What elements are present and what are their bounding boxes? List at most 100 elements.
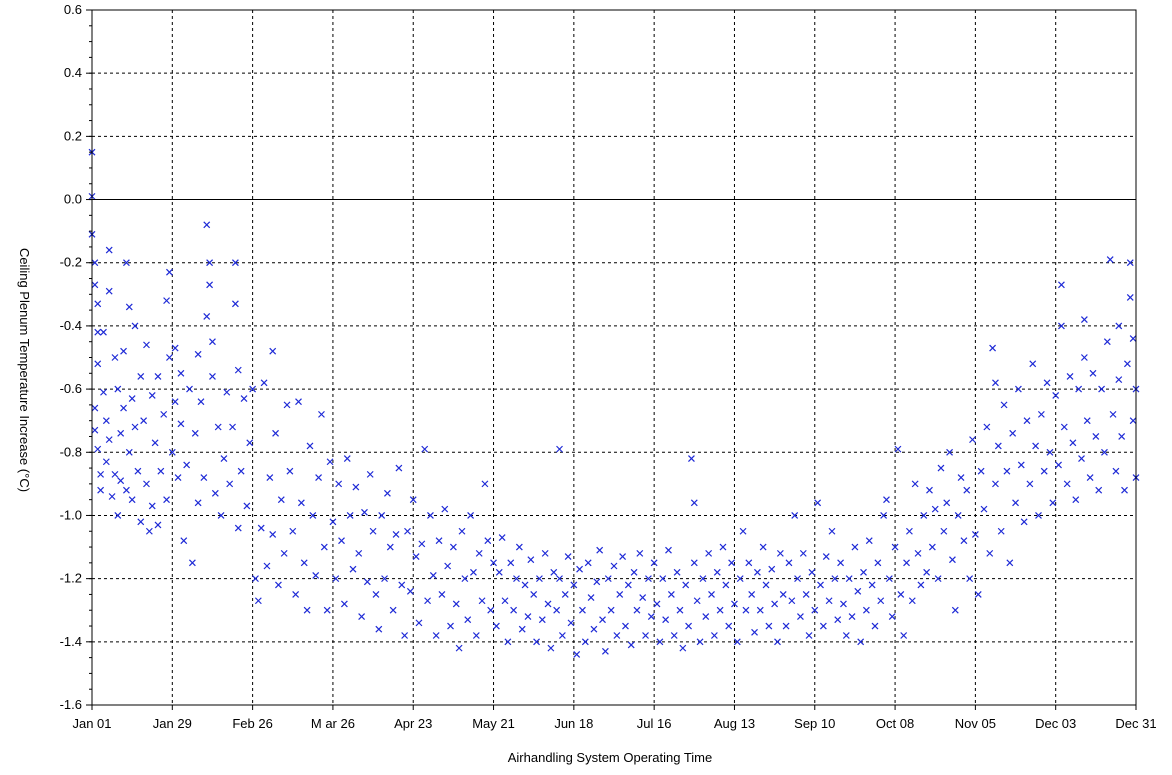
data-point bbox=[894, 445, 902, 453]
data-point bbox=[659, 575, 667, 583]
data-point bbox=[811, 606, 819, 614]
data-point bbox=[105, 287, 113, 295]
x-tick-label: Sep 10 bbox=[794, 716, 835, 731]
data-point bbox=[1037, 410, 1045, 418]
data-point bbox=[134, 467, 142, 475]
data-point bbox=[874, 559, 882, 567]
data-point bbox=[644, 575, 652, 583]
data-point bbox=[966, 575, 974, 583]
data-point bbox=[435, 537, 443, 545]
data-point bbox=[733, 638, 741, 646]
data-point bbox=[452, 600, 460, 608]
data-point bbox=[708, 591, 715, 598]
data-point bbox=[573, 651, 581, 658]
data-point bbox=[676, 606, 684, 614]
data-point bbox=[679, 644, 687, 652]
data-point bbox=[943, 499, 951, 507]
data-point bbox=[309, 512, 317, 519]
data-point bbox=[1126, 259, 1134, 267]
data-point bbox=[1095, 486, 1103, 494]
data-point bbox=[1060, 423, 1068, 431]
data-points bbox=[88, 148, 1140, 658]
data-point bbox=[340, 600, 348, 608]
y-tick-label: 0.0 bbox=[64, 192, 82, 207]
data-point bbox=[470, 568, 477, 576]
data-point bbox=[102, 458, 110, 466]
data-point bbox=[143, 480, 150, 488]
data-point bbox=[768, 565, 776, 573]
data-point bbox=[604, 575, 612, 583]
data-point bbox=[599, 616, 606, 624]
data-point bbox=[444, 562, 452, 570]
data-point bbox=[381, 575, 388, 583]
data-point bbox=[94, 300, 102, 308]
data-point bbox=[369, 527, 377, 535]
data-point bbox=[1066, 373, 1074, 380]
data-point bbox=[556, 575, 563, 583]
data-point bbox=[971, 530, 979, 538]
data-point bbox=[257, 524, 265, 532]
data-point bbox=[392, 530, 400, 538]
data-point bbox=[1129, 335, 1137, 342]
data-point bbox=[1089, 369, 1097, 377]
data-point bbox=[928, 543, 936, 551]
data-point bbox=[860, 568, 867, 576]
data-point bbox=[530, 591, 538, 598]
data-point bbox=[315, 474, 323, 481]
data-point bbox=[464, 616, 472, 624]
data-point bbox=[386, 543, 394, 551]
data-point bbox=[495, 568, 503, 576]
data-point bbox=[243, 502, 251, 510]
data-point bbox=[751, 628, 758, 636]
data-point bbox=[467, 512, 475, 519]
x-tick-label: May 21 bbox=[472, 716, 515, 731]
data-point bbox=[1063, 480, 1071, 488]
data-point bbox=[837, 559, 845, 567]
data-point bbox=[1026, 480, 1034, 488]
data-point bbox=[137, 373, 145, 380]
y-tick-label: 0.2 bbox=[64, 128, 82, 143]
data-point bbox=[624, 581, 632, 589]
data-point bbox=[1009, 429, 1017, 437]
data-point bbox=[670, 632, 678, 639]
data-point bbox=[946, 448, 953, 456]
data-point bbox=[561, 591, 569, 598]
data-point bbox=[851, 543, 859, 551]
data-point bbox=[728, 559, 736, 567]
data-point bbox=[696, 638, 704, 646]
data-point bbox=[1126, 294, 1134, 301]
data-point bbox=[690, 499, 698, 507]
x-axis-title: Airhandling System Operating Time bbox=[508, 750, 712, 765]
x-tick-label: Jan 01 bbox=[72, 716, 111, 731]
data-point bbox=[140, 417, 148, 425]
data-point bbox=[117, 477, 125, 485]
data-point bbox=[825, 597, 833, 605]
data-point bbox=[211, 489, 219, 497]
y-tick-label: -0.8 bbox=[60, 444, 82, 459]
data-point bbox=[246, 439, 254, 447]
data-point bbox=[647, 613, 655, 620]
data-point bbox=[111, 470, 119, 478]
data-point bbox=[513, 575, 520, 583]
data-point bbox=[220, 455, 228, 463]
data-point bbox=[472, 632, 480, 639]
x-tick-label: Jan 29 bbox=[153, 716, 192, 731]
data-point bbox=[997, 527, 1005, 535]
data-point bbox=[223, 388, 231, 396]
data-point bbox=[366, 470, 374, 478]
data-point bbox=[817, 581, 824, 589]
data-point bbox=[521, 581, 529, 589]
data-point bbox=[828, 527, 836, 535]
data-point bbox=[627, 641, 635, 649]
data-point bbox=[1069, 439, 1077, 447]
data-point bbox=[438, 591, 446, 598]
data-point bbox=[171, 344, 179, 352]
data-point bbox=[1003, 467, 1011, 475]
data-point bbox=[154, 373, 162, 380]
data-point bbox=[148, 391, 156, 399]
data-point bbox=[759, 543, 767, 551]
data-point bbox=[335, 480, 343, 488]
data-point bbox=[409, 496, 417, 504]
data-point bbox=[424, 597, 431, 605]
data-point bbox=[231, 259, 239, 267]
